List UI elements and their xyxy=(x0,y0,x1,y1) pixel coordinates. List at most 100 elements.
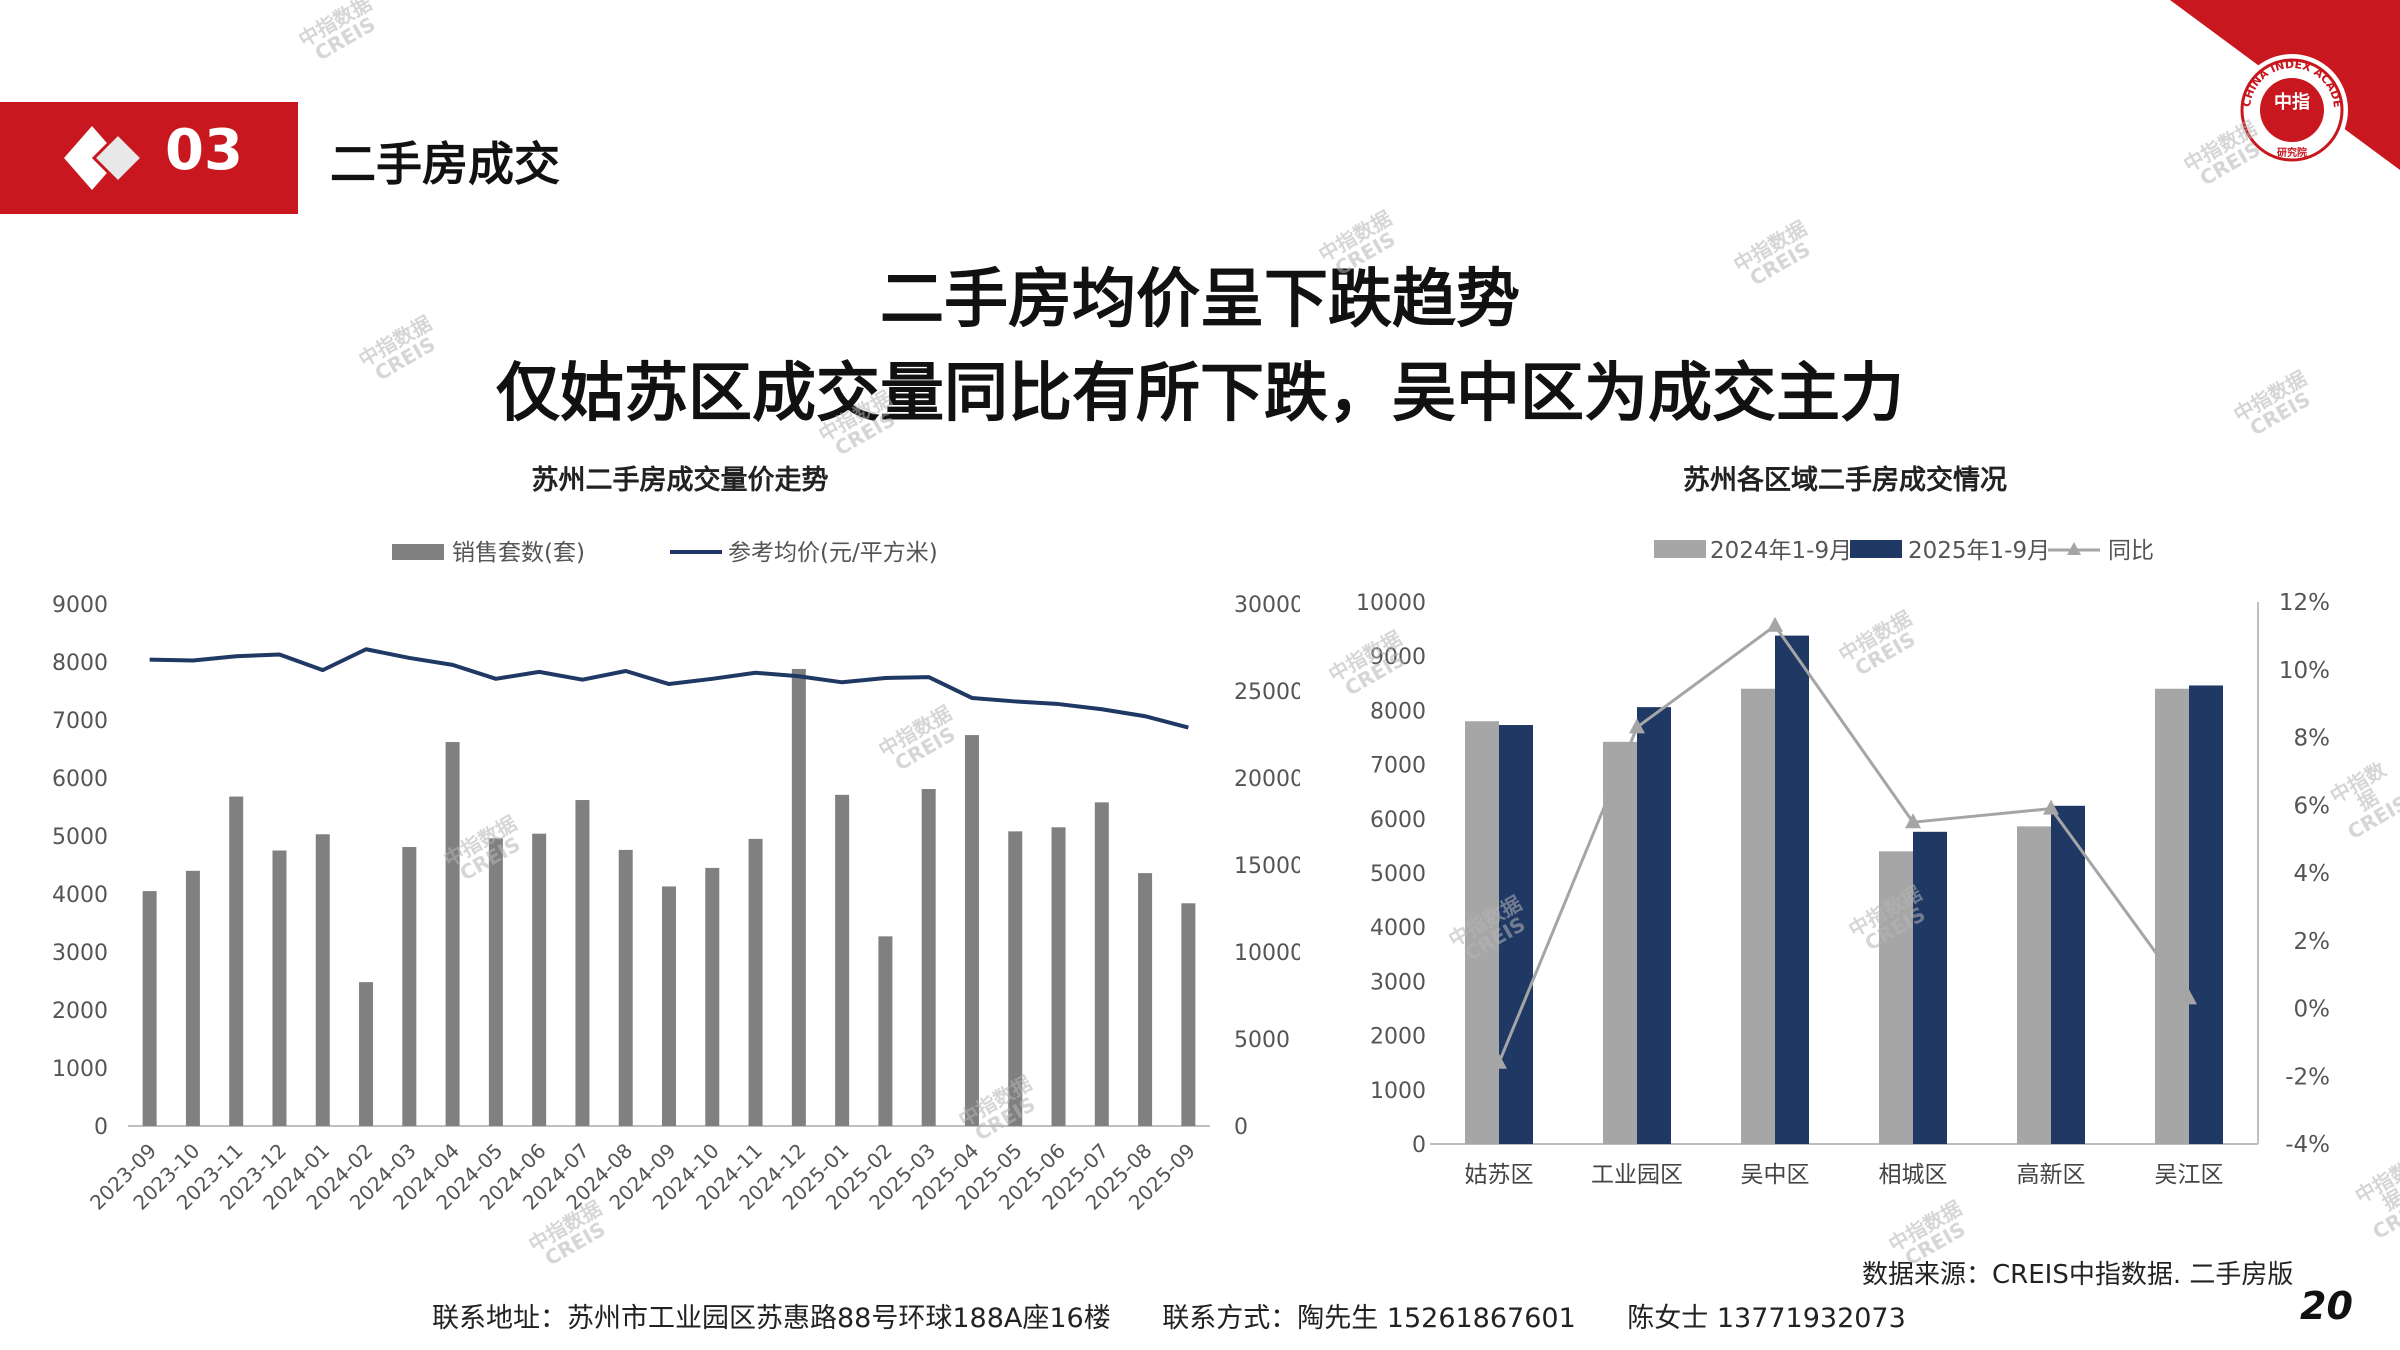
left-axis-tick: 0 xyxy=(1412,1133,1426,1158)
legend-label-2025: 2025年1-9月 xyxy=(1908,538,2050,564)
legend-label-price: 参考均价(元/平方米) xyxy=(728,540,938,566)
left-axis-tick: 7000 xyxy=(1370,754,1426,779)
right-axis-tick: 2% xyxy=(2294,929,2331,955)
volume-bar xyxy=(185,870,200,1126)
yoy-marker xyxy=(1491,1053,1507,1069)
headline-line1: 二手房均价呈下跌趋势 xyxy=(880,263,1520,337)
yoy-line xyxy=(1497,623,2191,1064)
bar-2025 xyxy=(2189,685,2223,1144)
left-axis-tick: 5000 xyxy=(52,825,108,850)
right-axis-tick: -2% xyxy=(2285,1064,2330,1090)
left-axis-tick: 10000 xyxy=(1356,591,1426,616)
volume-bar xyxy=(662,886,676,1126)
right-axis-tick: 10000 xyxy=(1234,941,1300,966)
left-axis-tick: 8000 xyxy=(1370,699,1426,724)
left-axis-tick: 8000 xyxy=(52,651,108,676)
volume-bar xyxy=(1181,903,1196,1126)
volume-bar xyxy=(445,742,460,1126)
bar-2025 xyxy=(1499,725,1533,1144)
volume-bar xyxy=(575,800,590,1126)
volume-bar xyxy=(791,668,806,1126)
watermark: 中指数据 CREIS xyxy=(294,0,384,67)
legend-marker-yoy xyxy=(2067,542,2081,555)
yoy-marker xyxy=(2043,799,2059,815)
left-axis-tick: 3000 xyxy=(1370,970,1426,995)
right-axis-tick: 15000 xyxy=(1234,854,1300,879)
legend-swatch-2024 xyxy=(1654,540,1706,558)
volume-bar xyxy=(488,838,503,1126)
volume-bar xyxy=(878,936,893,1126)
volume-bar xyxy=(229,796,244,1126)
volume-bar xyxy=(315,834,330,1126)
left-axis-tick: 0 xyxy=(94,1115,108,1140)
legend-label-2024: 2024年1-9月 xyxy=(1710,538,1852,564)
yoy-marker xyxy=(1629,718,1645,734)
x-axis-tick: 吴中区 xyxy=(1741,1162,1810,1188)
x-axis-tick: 吴江区 xyxy=(2155,1162,2224,1188)
right-axis-tick: 5000 xyxy=(1234,1028,1290,1053)
legend-label-volume: 销售套数(套) xyxy=(452,540,585,566)
bar-2024 xyxy=(1603,741,1637,1144)
right-axis-tick: 0% xyxy=(2294,997,2331,1023)
right-axis-tick: 8% xyxy=(2294,726,2331,752)
left-axis-tick: 7000 xyxy=(52,709,108,734)
volume-bar xyxy=(1094,802,1109,1126)
volume-bar xyxy=(532,833,547,1126)
volume-bar xyxy=(359,982,374,1126)
yoy-marker xyxy=(2181,989,2197,1005)
volume-bar xyxy=(1138,873,1153,1126)
brand-logo: CHINA INDEX ACADEMY 中指 研究院 xyxy=(2170,0,2400,170)
left-chart: 销售套数(套) 参考均价(元/平方米) 0 1000 2000 3000 4000 5000 6… xyxy=(52,540,1300,1215)
x-axis-tick: 高新区 xyxy=(2017,1162,2086,1188)
left-axis-tick: 2000 xyxy=(52,999,108,1024)
svg-text:研究院: 研究院 xyxy=(2277,146,2307,159)
headline-line2: 仅姑苏区成交量同比有所下跌，吴中区为成交主力 xyxy=(496,357,1904,431)
right-axis-tick: 30000 xyxy=(1234,593,1300,618)
left-axis-tick: 9000 xyxy=(1370,645,1426,670)
left-axis-tick: 9000 xyxy=(52,593,108,618)
left-axis-tick: 4000 xyxy=(1370,916,1426,941)
left-axis-tick: 1000 xyxy=(1370,1079,1426,1104)
right-chart-title: 苏州各区域二手房成交情况 xyxy=(1683,465,2007,496)
right-axis-tick: -4% xyxy=(2285,1132,2330,1158)
right-axis-tick: 4% xyxy=(2294,861,2331,887)
x-axis-tick: 工业园区 xyxy=(1591,1162,1683,1188)
price-line xyxy=(149,647,1189,730)
page-number: 20 xyxy=(2300,1284,2353,1328)
right-chart-legend: 2024年1-9月 2025年1-9月 同比 xyxy=(1654,538,2154,564)
bar-2024 xyxy=(2017,826,2051,1144)
volume-bar xyxy=(748,838,763,1126)
right-axis-tick: 10% xyxy=(2279,658,2330,684)
volume-bar xyxy=(705,867,720,1126)
volume-bar xyxy=(402,847,417,1126)
bar-2025 xyxy=(2051,805,2085,1144)
left-axis-tick: 6000 xyxy=(1370,808,1426,833)
yoy-marker xyxy=(1767,616,1783,632)
bar-2025 xyxy=(1637,707,1671,1144)
contact-info: 联系地址：苏州市工业园区苏惠路88号环球188A座16楼 联系方式：陶先生 15… xyxy=(432,1303,1906,1334)
data-source: 数据来源：CREIS中指数据. 二手房版 xyxy=(1862,1260,2294,1290)
section-number: 03 xyxy=(165,118,243,183)
left-axis-tick: 3000 xyxy=(52,941,108,966)
x-axis-tick: 相城区 xyxy=(1879,1162,1948,1188)
volume-bar xyxy=(618,849,633,1126)
right-chart: 2024年1-9月 2025年1-9月 同比 0 1000 2000 3000 4000 500… xyxy=(1356,538,2331,1188)
volume-bar xyxy=(921,789,936,1126)
legend-swatch-2025 xyxy=(1850,540,1902,558)
bar-2024 xyxy=(1465,721,1499,1144)
left-axis-tick: 4000 xyxy=(52,883,108,908)
right-axis-tick: 12% xyxy=(2279,590,2330,616)
right-axis-tick: 25000 xyxy=(1234,680,1300,705)
svg-text:中指: 中指 xyxy=(2274,91,2310,113)
left-axis-tick: 5000 xyxy=(1370,862,1426,887)
volume-bar xyxy=(142,891,157,1126)
right-axis-tick: 6% xyxy=(2294,793,2331,819)
volume-bar xyxy=(272,850,287,1126)
left-axis-tick: 6000 xyxy=(52,767,108,792)
left-axis-tick: 2000 xyxy=(1370,1025,1426,1050)
legend-label-yoy: 同比 xyxy=(2108,538,2154,564)
bar-2024 xyxy=(2155,688,2189,1144)
volume-bar xyxy=(835,794,850,1126)
yoy-marker xyxy=(1905,813,1921,829)
section-tag: 03 xyxy=(0,102,298,214)
